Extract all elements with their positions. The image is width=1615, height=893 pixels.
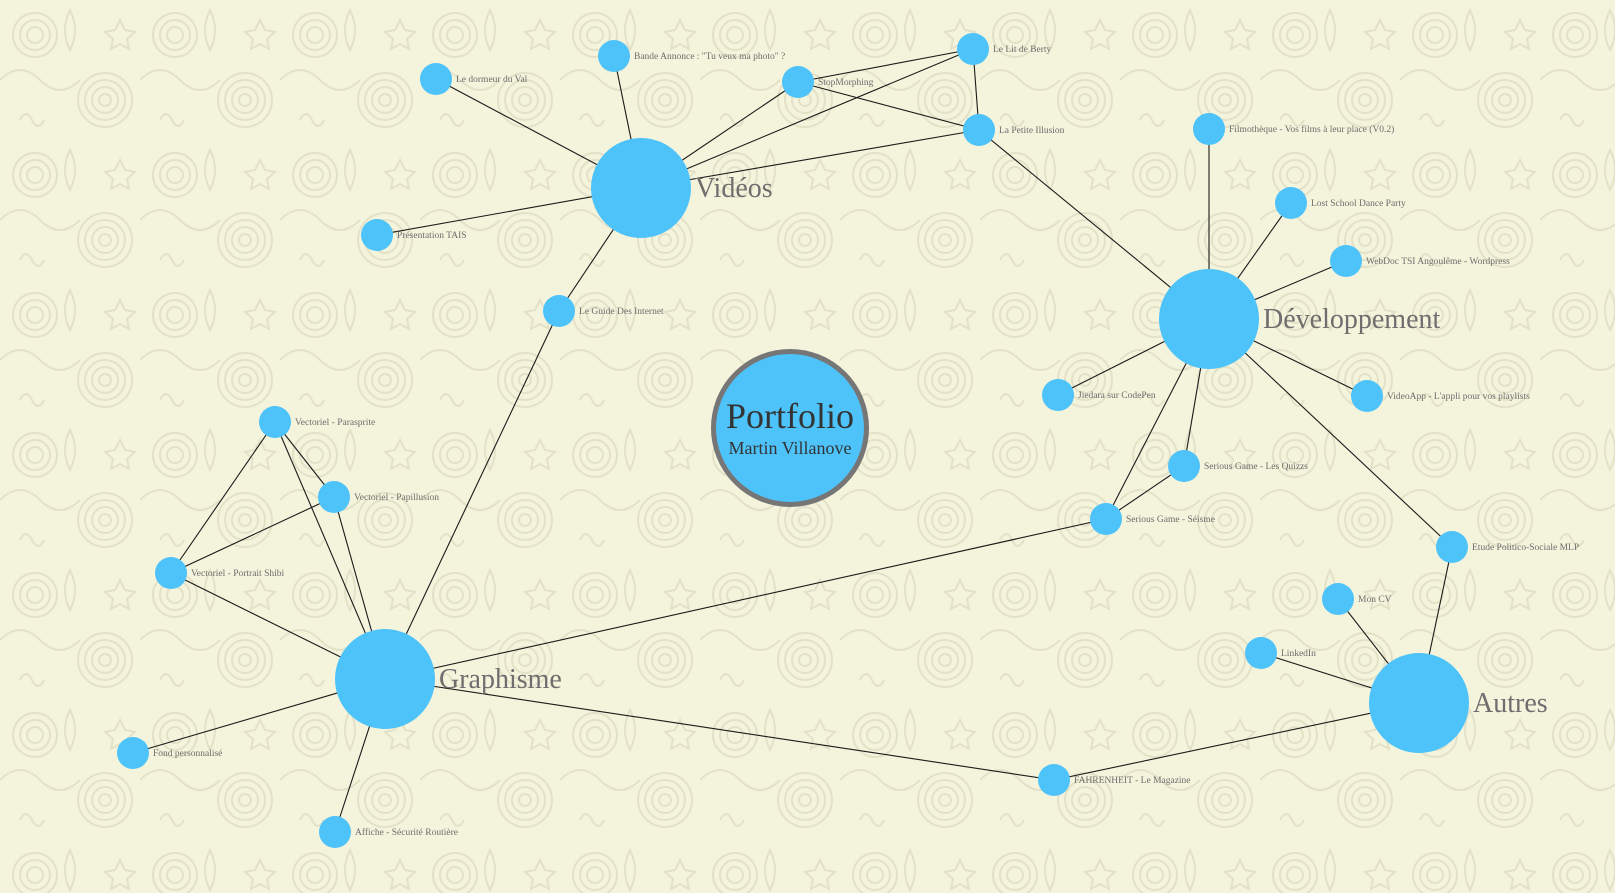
project-node-fahr[interactable]: FAHRENHEIT - Le Magazine: [1038, 764, 1191, 796]
project-bubble[interactable]: [318, 481, 350, 513]
project-bubble[interactable]: [1193, 113, 1225, 145]
node-layer: Le dormeur du Val Bande Annonce : "Tu veu…: [117, 33, 1579, 848]
project-label[interactable]: Le Lit de Berty: [993, 45, 1052, 55]
project-bubble[interactable]: [1275, 187, 1307, 219]
project-bubble[interactable]: [598, 40, 630, 72]
project-node-affiche[interactable]: Affiche - Sécurité Routière: [319, 816, 458, 848]
project-label[interactable]: Affiche - Sécurité Routière: [355, 827, 458, 838]
project-node-fond[interactable]: Fond personnalisé: [117, 737, 222, 769]
project-bubble[interactable]: [361, 219, 393, 251]
edge-papillusion-shibi: [170, 496, 335, 574]
project-bubble[interactable]: [543, 295, 575, 327]
project-node-seisme[interactable]: Serious Game - Séisme: [1090, 503, 1215, 535]
category-label[interactable]: Vidéos: [695, 173, 773, 204]
project-bubble[interactable]: [1090, 503, 1122, 535]
edge-fahr-graph: [384, 678, 1055, 781]
project-label[interactable]: Lost School Dance Party: [1311, 199, 1406, 209]
project-label[interactable]: Filmothèque - Vos films à leur place (V0…: [1229, 124, 1394, 135]
project-node-stop[interactable]: StopMorphing: [782, 66, 874, 98]
project-label[interactable]: Le dormeur du Val: [456, 75, 528, 85]
category-label[interactable]: Développement: [1263, 304, 1440, 335]
project-node-quizz[interactable]: Serious Game - Les Quizzs: [1168, 450, 1308, 482]
project-node-lost[interactable]: Lost School Dance Party: [1275, 187, 1406, 219]
project-node-lit[interactable]: Le Lit de Berty: [957, 33, 1052, 65]
project-node-videoapp[interactable]: VideoApp - L'appli pour vos playlists: [1351, 380, 1530, 412]
project-label[interactable]: StopMorphing: [818, 78, 874, 88]
project-label[interactable]: Serious Game - Séisme: [1126, 515, 1215, 525]
category-hub-autres[interactable]: Autres: [1369, 653, 1548, 753]
portfolio-center-node[interactable]: Portfolio Martin Villanove: [711, 349, 869, 507]
project-node-shibi[interactable]: Vectoriel - Portrait Shibi: [155, 557, 284, 589]
project-label[interactable]: Vectoriel - Portrait Shibi: [191, 569, 284, 579]
project-bubble[interactable]: [117, 737, 149, 769]
project-node-bande[interactable]: Bande Annonce : "Tu veux ma photo" ?: [598, 40, 785, 72]
project-node-guide[interactable]: Le Guide Des Internet: [543, 295, 664, 327]
category-label[interactable]: Graphisme: [439, 664, 562, 695]
project-bubble[interactable]: [1351, 380, 1383, 412]
project-bubble[interactable]: [259, 406, 291, 438]
project-bubble[interactable]: [1330, 245, 1362, 277]
project-node-parasprite[interactable]: Vectoriel - Parasprite: [259, 406, 375, 438]
project-node-webdoc[interactable]: WebDoc TSI Angoulême - Wordpress: [1330, 245, 1510, 277]
edge-videos-illusion: [640, 129, 980, 189]
edge-dev-etude: [1208, 318, 1453, 548]
project-node-illusion[interactable]: La Petite Illusion: [963, 114, 1065, 146]
edge-parasprite-shibi: [170, 421, 276, 574]
category-bubble[interactable]: [1159, 269, 1259, 369]
project-label[interactable]: FAHRENHEIT - Le Magazine: [1074, 776, 1191, 786]
project-bubble[interactable]: [1322, 583, 1354, 615]
project-label[interactable]: Jiedara sur CodePen: [1078, 391, 1156, 401]
edge-stop-illusion: [797, 81, 980, 131]
category-bubble[interactable]: [335, 629, 435, 729]
edge-autres-fahr: [1053, 702, 1420, 781]
project-node-papillusion[interactable]: Vectoriel - Papillusion: [318, 481, 439, 513]
edge-videos-lit: [640, 48, 974, 189]
project-label[interactable]: Serious Game - Les Quizzs: [1204, 462, 1308, 472]
edge-seisme-graph: [384, 518, 1107, 680]
project-label[interactable]: Vectoriel - Parasprite: [295, 418, 375, 428]
project-label[interactable]: LinkedIn: [1281, 649, 1316, 659]
project-node-etude[interactable]: Etude Politico-Sociale MLP: [1436, 531, 1579, 563]
project-label[interactable]: VideoApp - L'appli pour vos playlists: [1387, 392, 1530, 402]
project-bubble[interactable]: [319, 816, 351, 848]
project-label[interactable]: Bande Annonce : "Tu veux ma photo" ?: [634, 52, 785, 62]
project-label[interactable]: WebDoc TSI Angoulême - Wordpress: [1366, 257, 1510, 267]
category-hub-graph[interactable]: Graphisme: [335, 629, 562, 729]
project-label[interactable]: La Petite Illusion: [999, 126, 1065, 136]
project-label[interactable]: Etude Politico-Sociale MLP: [1472, 543, 1579, 553]
project-label[interactable]: Présentation TAIS: [397, 231, 467, 241]
category-label[interactable]: Autres: [1473, 688, 1548, 719]
category-hub-videos[interactable]: Vidéos: [591, 138, 773, 238]
project-node-filmo[interactable]: Filmothèque - Vos films à leur place (V0…: [1193, 113, 1394, 145]
project-bubble[interactable]: [1168, 450, 1200, 482]
portfolio-title: Portfolio: [725, 396, 854, 436]
project-bubble[interactable]: [957, 33, 989, 65]
project-bubble[interactable]: [1436, 531, 1468, 563]
project-bubble[interactable]: [155, 557, 187, 589]
project-label[interactable]: Le Guide Des Internet: [579, 307, 664, 317]
project-node-dormeur[interactable]: Le dormeur du Val: [420, 63, 528, 95]
project-node-linkedin[interactable]: LinkedIn: [1245, 637, 1316, 669]
category-bubble[interactable]: [1369, 653, 1469, 753]
project-label[interactable]: Vectoriel - Papillusion: [354, 493, 439, 503]
category-hub-dev[interactable]: Développement: [1159, 269, 1440, 369]
project-node-tais[interactable]: Présentation TAIS: [361, 219, 467, 251]
project-node-cv[interactable]: Mon CV: [1322, 583, 1392, 615]
project-bubble[interactable]: [963, 114, 995, 146]
project-label[interactable]: Fond personnalisé: [153, 749, 222, 759]
portfolio-subtitle: Martin Villanove: [728, 438, 852, 458]
edge-stop-lit: [797, 48, 974, 83]
project-bubble[interactable]: [782, 66, 814, 98]
edge-guide-graph: [384, 310, 560, 680]
project-bubble[interactable]: [1245, 637, 1277, 669]
category-bubble[interactable]: [591, 138, 691, 238]
project-bubble[interactable]: [420, 63, 452, 95]
project-bubble[interactable]: [1038, 764, 1070, 796]
project-bubble[interactable]: [1042, 379, 1074, 411]
project-label[interactable]: Mon CV: [1358, 595, 1392, 605]
project-node-jiedara[interactable]: Jiedara sur CodePen: [1042, 379, 1156, 411]
